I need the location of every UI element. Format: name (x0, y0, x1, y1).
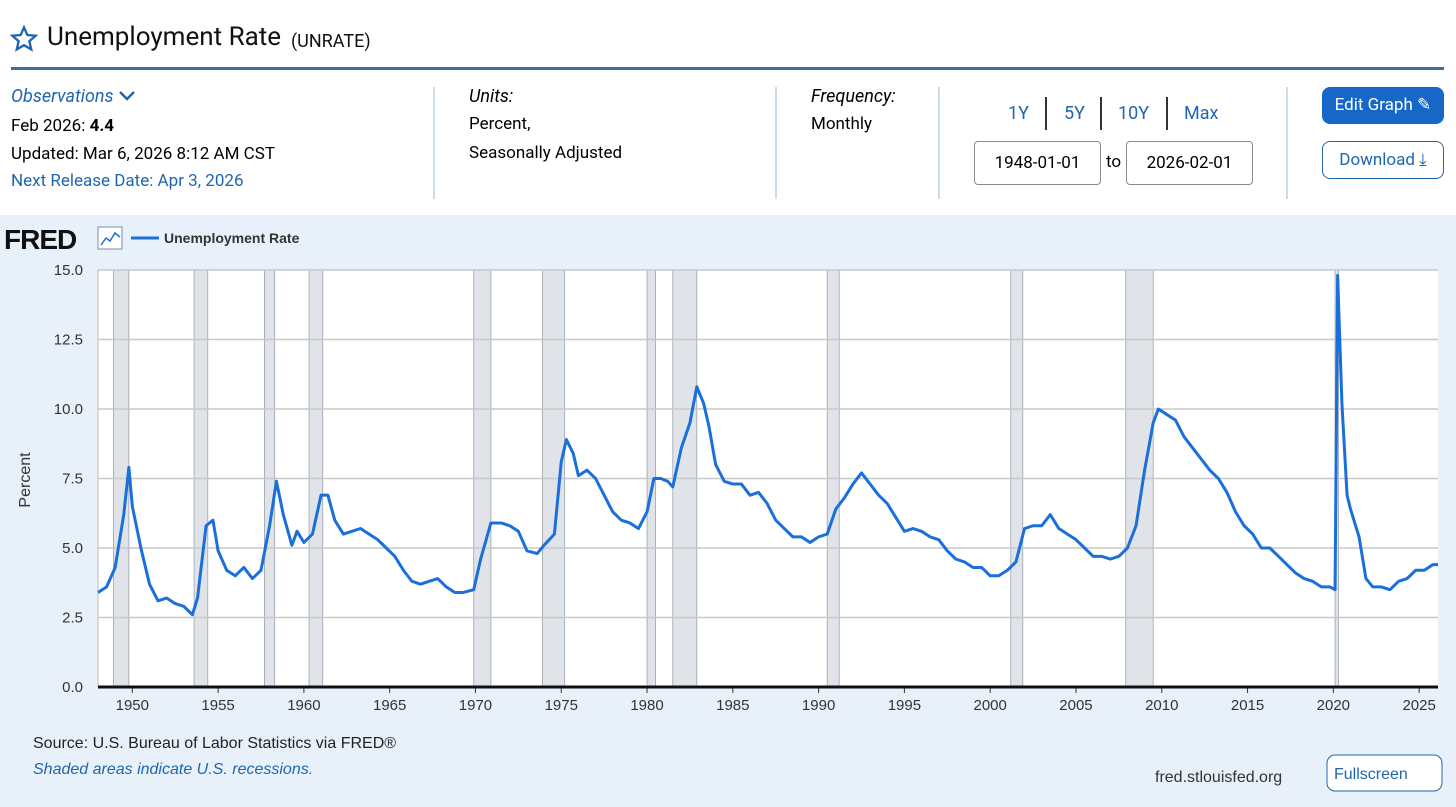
x-tick-label: 1970 (459, 697, 492, 714)
range-button[interactable]: 5Y (1064, 103, 1085, 124)
x-tick-label: 2010 (1145, 697, 1178, 714)
x-tick-label: 2025 (1402, 697, 1435, 714)
fullscreen-button[interactable] (1326, 754, 1443, 792)
edit-graph-button[interactable]: Edit Graph ✎ (1322, 87, 1444, 124)
download-label[interactable]: Download (1339, 150, 1415, 170)
x-tick-label: 1985 (716, 697, 749, 714)
frequency-value: Monthly (811, 114, 873, 134)
obs-value: 4.4 (89, 116, 114, 136)
frequency-label: Frequency: (811, 86, 896, 107)
edit-graph-label[interactable]: Edit Graph (1334, 95, 1413, 115)
range-divider (1045, 97, 1047, 130)
y-tick-label: 10.0 (54, 401, 83, 418)
page-title: Unemployment Rate (47, 22, 282, 52)
series-line (97, 274, 1438, 617)
x-tick-label: 2005 (1059, 697, 1092, 714)
x-tick-label: 2015 (1231, 697, 1264, 714)
x-tick-label: 1995 (888, 697, 921, 714)
source-note: Source: U.S. Bureau of Labor Statistics … (33, 735, 396, 752)
latest-observation: Feb 2026: 4.4 (11, 116, 114, 136)
range-button[interactable]: 10Y (1118, 103, 1150, 124)
recession-note: Shaded areas indicate U.S. recessions. (33, 761, 313, 778)
x-tick-label: 1975 (545, 697, 578, 714)
header-rule (11, 67, 1444, 70)
range-button[interactable]: Max (1184, 103, 1219, 124)
chart: FRED Unemployment Rate Percent Source: U… (4, 224, 1443, 792)
y-tick-label: 2.5 (62, 610, 83, 627)
x-tick-label: 1980 (630, 697, 663, 714)
obs-date: Feb 2026: (11, 116, 86, 136)
x-tick-label: 2020 (1317, 697, 1350, 714)
x-tick-label: 1950 (116, 697, 149, 714)
units-line: Percent, (469, 114, 531, 134)
x-tick-label: 1955 (201, 697, 234, 714)
fred-logo: FRED (4, 224, 77, 255)
legend-label: Unemployment Rate (164, 230, 300, 246)
chevron (119, 91, 135, 101)
observations-label[interactable]: Observations (11, 86, 114, 107)
separator (938, 87, 940, 199)
observations-toggle[interactable]: Observations (11, 86, 136, 107)
x-tick-label: 1965 (373, 697, 406, 714)
range-divider (1100, 97, 1102, 130)
star-icon[interactable] (10, 25, 38, 53)
range-divider (1166, 97, 1168, 130)
fullscreen-label[interactable]: Fullscreen (1334, 766, 1408, 783)
x-tick-label: 1960 (287, 697, 320, 714)
separator (775, 87, 777, 199)
chart-icon-line (100, 231, 121, 246)
range-button[interactable]: 1Y (1008, 103, 1029, 124)
separator (1286, 87, 1288, 199)
y-tick-label: 12.5 (54, 332, 83, 349)
download-button[interactable]: Download ⤓ (1322, 141, 1444, 179)
to-label: to (1106, 152, 1122, 172)
end-date-input[interactable]: 2026-02-01 (1126, 141, 1253, 185)
start-date-input[interactable]: 1948-01-01 (974, 141, 1101, 185)
y-tick-label: 0.0 (62, 679, 83, 696)
units-line: Seasonally Adjusted (469, 143, 623, 163)
x-tick-label: 2000 (974, 697, 1007, 714)
next-release[interactable]: Next Release Date: Apr 3, 2026 (11, 171, 244, 191)
site-url[interactable]: fred.stlouisfed.org (1155, 769, 1282, 786)
separator (433, 87, 435, 199)
y-tick-label: 5.0 (62, 540, 83, 557)
x-tick-label: 1990 (802, 697, 835, 714)
y-tick-label: 7.5 (62, 471, 83, 488)
units-label: Units: (469, 86, 514, 107)
series-code: (UNRATE) (291, 31, 371, 52)
y-tick-label: 15.0 (54, 262, 83, 279)
updated: Updated: Mar 6, 2026 8:12 AM CST (11, 144, 275, 164)
y-axis-label: Percent (17, 452, 34, 508)
chart-icon[interactable] (97, 226, 123, 250)
